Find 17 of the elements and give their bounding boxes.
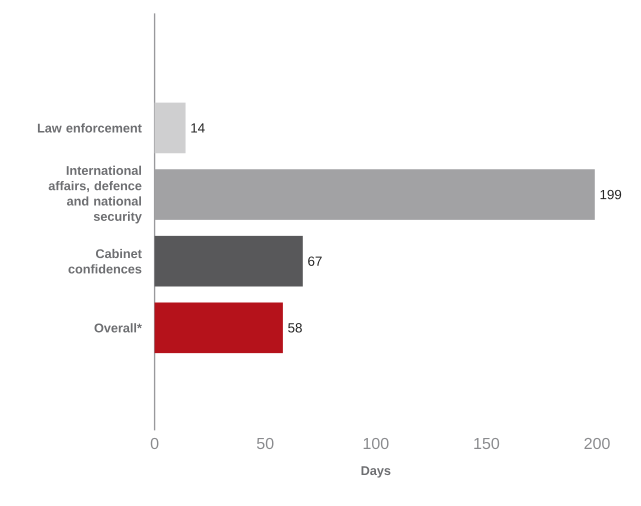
- x-axis-title: Days: [362, 466, 390, 478]
- y-tick-label: Overall*: [94, 322, 142, 332]
- x-tick-label: 200: [584, 438, 610, 449]
- x-tick-label: 0: [150, 438, 158, 449]
- y-tick-label: Law enforcement: [38, 123, 142, 132]
- bar: [154, 236, 303, 286]
- x-tick-label: 100: [364, 438, 389, 449]
- x-tick-label: 50: [256, 438, 274, 449]
- data-label: 67: [308, 256, 322, 266]
- data-label: 199: [600, 190, 622, 200]
- data-label: 58: [288, 322, 302, 332]
- bar: [154, 302, 283, 353]
- y-tick-label: Cabinet confidences: [68, 248, 142, 274]
- y-tick-label: International affairs, defence and national security: [48, 165, 142, 224]
- data-label: 14: [191, 123, 205, 132]
- x-tick-label: 150: [474, 438, 500, 449]
- bar: [154, 102, 186, 154]
